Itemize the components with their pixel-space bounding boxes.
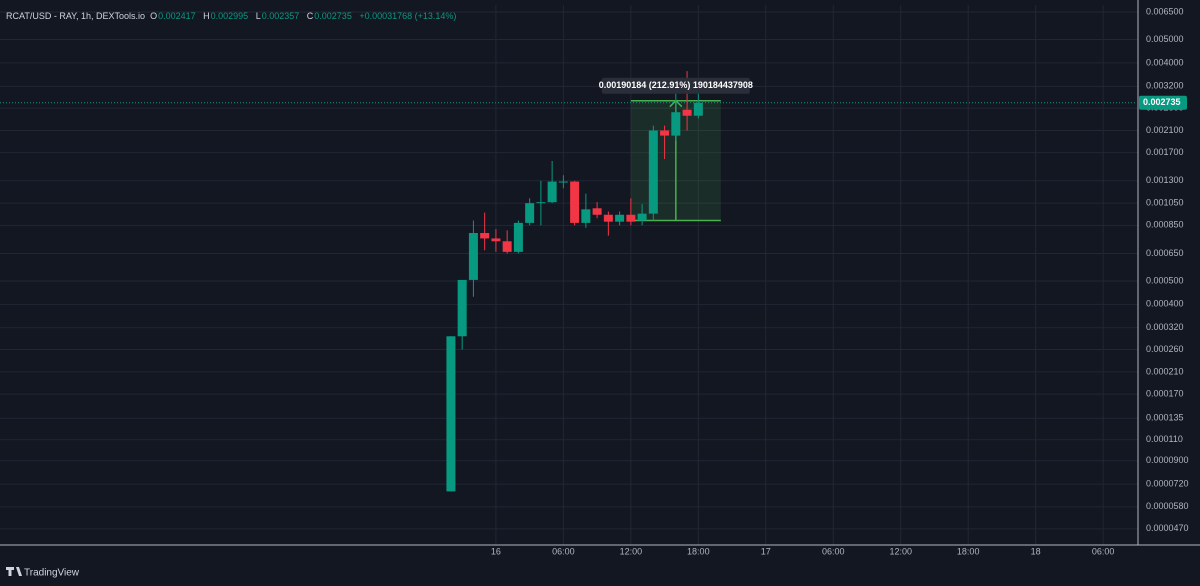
candle-body: [693, 102, 703, 116]
candle-body: [570, 181, 580, 223]
label: H: [203, 11, 210, 21]
measure-label-bg: [601, 77, 750, 94]
candle-body: [480, 232, 490, 239]
y-tick-label: 0.000110: [1146, 434, 1183, 444]
x-tick-label: 06:00: [822, 546, 845, 556]
brand-logo: [6, 567, 22, 576]
value: 0.002357: [261, 11, 300, 21]
y-tick-label: 0.000135: [1146, 413, 1184, 423]
candle-body: [615, 214, 625, 222]
legend-header: RCAT/USD - RAY, 1h, DEXTools.io O0.00241…: [6, 11, 461, 21]
candle-body: [502, 241, 512, 252]
y-tick-label: 0.000400: [1146, 299, 1184, 309]
value: 0.002417: [158, 11, 196, 21]
candle-body: [513, 222, 523, 252]
x-tick-label: 17: [761, 546, 771, 556]
candle-body: [547, 181, 557, 203]
y-tick-label: 0.001700: [1146, 147, 1184, 157]
value: 0.002995: [210, 11, 249, 21]
price-label-bg: [1139, 95, 1187, 110]
x-tick-label: 18:00: [957, 546, 980, 556]
y-tick-label: 0.005000: [1146, 34, 1184, 44]
candle-body: [626, 214, 636, 222]
y-tick-label: 0.004000: [1146, 57, 1184, 67]
y-tick-label: 0.006500: [1146, 6, 1184, 16]
y-tick-label: 0.002100: [1146, 125, 1184, 135]
y-tick-label: 0.000170: [1146, 388, 1184, 398]
candle-body: [603, 214, 613, 222]
x-tick-label: 16: [491, 546, 501, 556]
candle-body: [592, 208, 602, 215]
x-tick-label: 06:00: [552, 546, 575, 556]
candle-body: [446, 336, 456, 492]
y-tick-label: 0.000320: [1146, 322, 1184, 332]
candle-body: [648, 130, 658, 214]
value: 0.002735: [314, 11, 352, 21]
x-tick-label: 12:00: [889, 546, 912, 556]
brand: TradingView: [24, 568, 80, 579]
symbol: RCAT/USD - RAY, 1h, DEXTools.io: [6, 11, 146, 21]
change: +0.00031768 (+13.14%): [359, 11, 457, 21]
y-tick-label: 0.0000900: [1146, 455, 1189, 465]
candle-body: [660, 130, 670, 136]
y-tick-label: 0.000210: [1146, 366, 1184, 376]
y-tick-label: 0.000500: [1146, 275, 1184, 285]
candle-body: [558, 181, 568, 183]
label: O: [150, 11, 158, 21]
x-tick-label: 12:00: [620, 546, 643, 556]
y-tick-label: 0.000850: [1146, 220, 1184, 230]
y-tick-label: 0.0000470: [1146, 523, 1189, 533]
y-tick-label: 0.003200: [1146, 81, 1184, 91]
x-tick-label: 18: [1031, 546, 1041, 556]
candle-body: [468, 232, 478, 280]
candle-body: [682, 109, 692, 116]
candle-body: [457, 279, 467, 337]
candle-body: [536, 202, 546, 204]
x-tick-label: 18:00: [687, 546, 710, 556]
candle-body: [637, 213, 647, 221]
x-tick-label: 06:00: [1092, 546, 1115, 556]
y-tick-label: 0.0000580: [1146, 501, 1189, 511]
candle-body: [491, 238, 501, 242]
label: L: [255, 11, 261, 21]
candle-body: [525, 203, 535, 223]
measure-label: 0.00190184 (212.91%) 190184437908: [599, 80, 753, 90]
y-tick-label: 0.001300: [1146, 175, 1184, 185]
y-tick-label: 0.001050: [1146, 198, 1184, 208]
candle-body: [581, 209, 591, 223]
y-tick-label: 0.000650: [1146, 248, 1184, 258]
price-label: 0.002735: [1143, 97, 1181, 107]
y-tick-label: 0.0000720: [1146, 479, 1189, 489]
y-tick-label: 0.000260: [1146, 344, 1184, 354]
label: C: [306, 11, 314, 21]
candle-body: [671, 112, 681, 136]
